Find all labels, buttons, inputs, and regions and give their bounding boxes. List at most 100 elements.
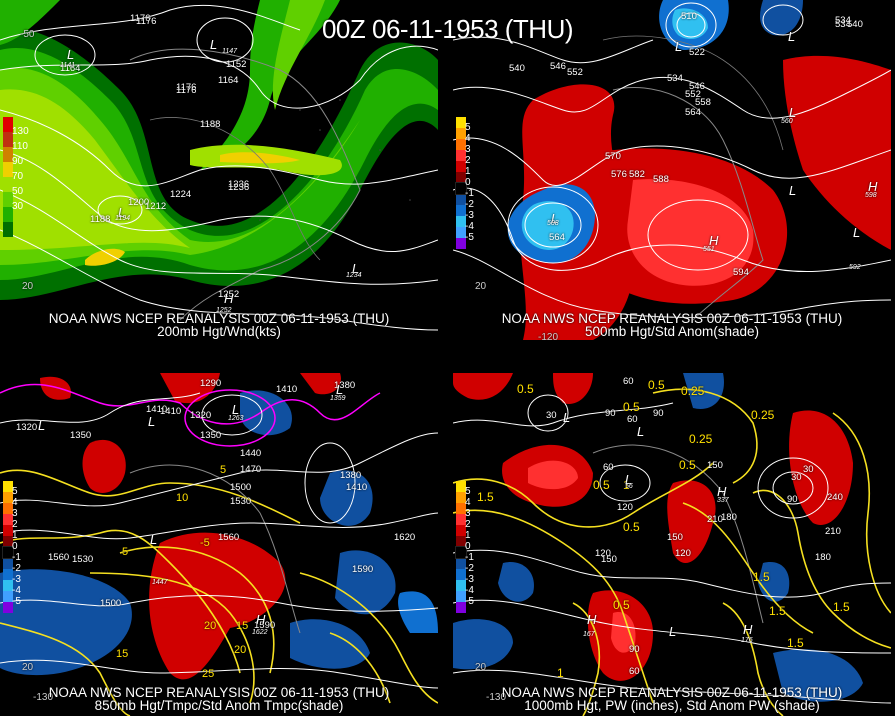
center-value: 1252: [216, 307, 232, 314]
legend-swatch: [3, 602, 13, 613]
legend-label: -5: [465, 596, 474, 607]
center-label: L: [637, 424, 645, 439]
height-label: 1560: [48, 552, 70, 563]
height-label: 150: [667, 532, 683, 543]
height-label: 60: [603, 462, 614, 473]
temp-label: 10: [176, 492, 189, 504]
height-label: 60: [623, 376, 634, 387]
height-label: 534: [835, 15, 851, 26]
legend-swatch: [456, 205, 466, 216]
panel-850mb-height-temp: 5 4 3 2 1 0 -1 -2 -3 -4 -5 1380 1290 1410 1320 1350 141…: [0, 373, 438, 716]
legend-swatch: [456, 503, 466, 514]
height-label: 90: [653, 408, 664, 419]
height-label: 30: [546, 410, 557, 421]
center-label: L: [336, 382, 344, 397]
height-label: 582: [629, 169, 645, 180]
temp-label: 20: [204, 620, 217, 632]
height-label: 1530: [230, 496, 252, 507]
pw-label: 0.25: [681, 384, 705, 398]
height-label: 1320: [190, 410, 212, 421]
legend-label: 0: [465, 177, 471, 188]
pw-label: 0.5: [679, 458, 696, 472]
height-label: 558: [695, 97, 711, 108]
height-label: 1176: [176, 82, 197, 93]
center-label: L: [789, 183, 797, 198]
height-label: 546: [550, 61, 566, 72]
center-value: 176: [741, 637, 753, 644]
legend-swatch: [456, 128, 466, 139]
legend-label: 2: [12, 519, 18, 530]
center-label: L: [150, 532, 158, 547]
panel-separator: [0, 340, 895, 373]
center-value: 1141: [60, 62, 76, 69]
pw-label: 1.5: [477, 490, 494, 504]
edge-label: -130: [486, 692, 507, 703]
height-label: 180: [721, 512, 737, 523]
height-label: 120: [675, 548, 691, 559]
height-label: 90: [605, 408, 616, 419]
height-label: 1410: [346, 482, 368, 493]
center-label: H: [709, 233, 719, 248]
temp-label: 5: [220, 464, 227, 476]
legend-label: -3: [12, 574, 21, 585]
center-label: L: [38, 418, 46, 433]
pw-label: 1.5: [833, 600, 850, 614]
height-label: 1252: [218, 289, 240, 300]
height-label: 570: [605, 151, 621, 162]
edge-label: 20: [475, 281, 487, 292]
legend-swatch: [3, 525, 13, 536]
center-value: 1622: [252, 629, 268, 636]
height-label: 90: [787, 494, 798, 505]
legend-label: 110: [12, 141, 28, 152]
legend-label: 1: [465, 166, 471, 177]
legend-swatch: [3, 492, 13, 503]
legend-swatch: [456, 602, 466, 613]
pw-label: 0.5: [623, 400, 640, 414]
legend-label: 4: [12, 497, 18, 508]
legend-swatch: [3, 177, 13, 192]
height-label: 1188: [200, 119, 221, 130]
height-label: 1350: [200, 430, 222, 441]
legend-label: 30: [12, 201, 24, 212]
legend-swatch: [2, 546, 14, 559]
height-label: 1440: [240, 448, 262, 459]
legend-swatch: [3, 147, 13, 162]
legend-swatch: [3, 222, 13, 237]
center-label: L: [669, 624, 677, 639]
height-label: 576: [611, 169, 627, 180]
center-label: L: [675, 39, 683, 54]
height-label: 30: [803, 464, 814, 475]
height-label: 1530: [72, 554, 94, 565]
height-label: 1176: [176, 85, 197, 96]
height-label: 564: [549, 232, 565, 243]
legend-swatch: [456, 481, 466, 492]
height-label: 150: [707, 460, 723, 471]
legend-label: 2: [465, 519, 471, 530]
center-value: 508: [547, 220, 559, 227]
legend-swatch: [3, 558, 13, 569]
height-label: 1176: [136, 16, 157, 27]
legend-swatch: [456, 569, 466, 580]
center-label: L: [118, 205, 126, 220]
temp-label: 5: [122, 546, 129, 558]
height-label: 1176: [130, 13, 151, 24]
height-label: 180: [815, 552, 831, 563]
center-label: H: [224, 291, 234, 306]
temp-label: -5: [200, 537, 210, 549]
edge-label: -130: [33, 692, 54, 703]
height-label: 60: [629, 666, 640, 677]
pw-label: 0.5: [648, 378, 665, 392]
legend-swatch: [3, 481, 13, 492]
legend-label: -1: [465, 188, 474, 199]
legend-swatch: [3, 192, 13, 207]
height-label: 60: [627, 414, 638, 425]
height-label: 150: [601, 554, 617, 565]
legend-label: -2: [12, 563, 21, 574]
height-label: 1212: [145, 201, 167, 212]
legend-label: 5: [465, 122, 471, 133]
legend-wind-speed: [3, 117, 13, 237]
center-label: L: [789, 105, 797, 120]
legend-label: 90: [12, 156, 24, 167]
legend-swatch: [3, 580, 13, 591]
height-label: 534: [835, 19, 851, 30]
